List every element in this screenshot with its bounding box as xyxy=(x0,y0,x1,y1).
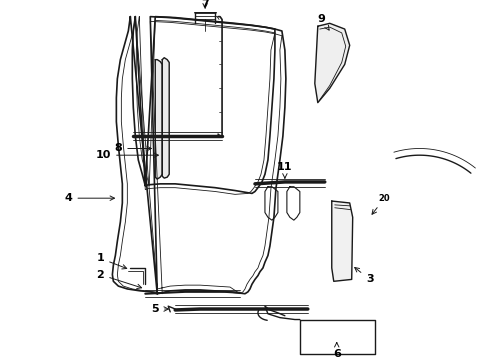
Polygon shape xyxy=(332,201,353,281)
Text: 11: 11 xyxy=(277,162,293,178)
Text: 3: 3 xyxy=(355,267,373,284)
Text: 6: 6 xyxy=(333,343,341,359)
Text: 20: 20 xyxy=(372,194,391,214)
Text: 10: 10 xyxy=(96,150,158,160)
Text: 2: 2 xyxy=(97,270,142,289)
Text: 4: 4 xyxy=(65,193,115,203)
Text: 7: 7 xyxy=(201,0,209,9)
Text: 9: 9 xyxy=(318,14,329,30)
Text: 1: 1 xyxy=(97,253,127,269)
Polygon shape xyxy=(315,23,350,103)
Text: 8: 8 xyxy=(115,144,151,153)
Polygon shape xyxy=(155,60,162,179)
Text: 5: 5 xyxy=(151,304,169,314)
Polygon shape xyxy=(162,58,169,178)
